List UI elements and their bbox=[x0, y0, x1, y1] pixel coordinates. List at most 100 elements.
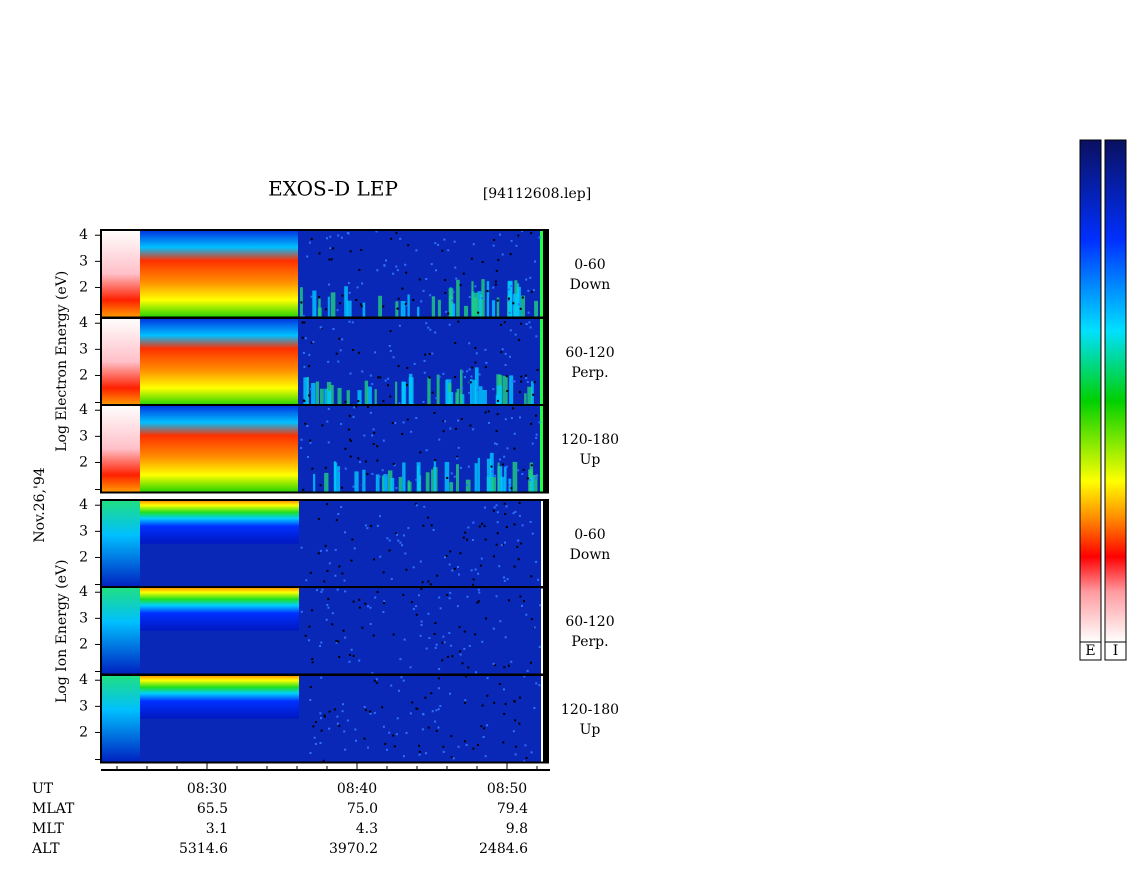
spectrogram-speck bbox=[326, 603, 329, 606]
spectrogram-speck bbox=[521, 296, 524, 299]
spectrogram-speck bbox=[469, 381, 472, 384]
spectrogram-streak bbox=[398, 476, 403, 493]
spectrogram-speck bbox=[373, 431, 376, 434]
spectrogram-speck bbox=[481, 704, 484, 707]
spectrogram-streak bbox=[381, 475, 384, 493]
spectrogram-speck bbox=[476, 744, 479, 747]
spectrogram-speck bbox=[412, 566, 415, 569]
spectrogram-speck bbox=[457, 419, 460, 422]
spectrogram-speck bbox=[459, 284, 462, 287]
spectrogram-speck bbox=[464, 675, 467, 678]
spectrogram-speck bbox=[519, 307, 522, 310]
spectrogram-speck bbox=[529, 661, 532, 664]
spectrogram-speck bbox=[361, 626, 364, 629]
spectrogram-speck bbox=[496, 532, 499, 535]
spectrogram-speck bbox=[324, 466, 327, 469]
spectrogram-speck bbox=[427, 516, 430, 519]
spectrogram-speck bbox=[399, 237, 402, 240]
direction: Up bbox=[580, 722, 601, 738]
spectrogram-speck bbox=[530, 464, 533, 467]
spectrogram-speck bbox=[361, 282, 364, 285]
spectrogram-speck bbox=[395, 231, 398, 234]
spectrogram-speck bbox=[413, 362, 416, 365]
spectrogram-speck bbox=[336, 588, 339, 591]
orbit-value: 9.8 bbox=[506, 821, 528, 837]
spectrogram-streak bbox=[481, 279, 485, 318]
spectrogram-speck bbox=[352, 415, 355, 418]
spectrogram-speck bbox=[418, 750, 421, 753]
spectrogram-speck bbox=[470, 375, 473, 378]
spectrogram-speck bbox=[341, 294, 344, 297]
spectrogram-speck bbox=[495, 269, 498, 272]
spectrogram-speck bbox=[465, 743, 468, 746]
spectrogram-speck bbox=[445, 310, 448, 313]
spectrogram-speck bbox=[525, 613, 528, 616]
spectrogram-speck bbox=[402, 421, 405, 424]
spectrogram-speck bbox=[454, 266, 457, 269]
spectrogram-speck bbox=[519, 542, 522, 545]
spectrogram-speck bbox=[319, 549, 322, 552]
spectrogram-speck bbox=[439, 704, 442, 707]
spectrogram-speck bbox=[435, 709, 438, 712]
spectrogram-speck bbox=[422, 524, 425, 527]
spectrogram-speck bbox=[331, 623, 334, 626]
spectrogram-speck bbox=[534, 414, 537, 417]
spectrogram-speck bbox=[477, 311, 480, 314]
spectrogram-speck bbox=[355, 405, 358, 408]
spectrogram-speck bbox=[494, 474, 497, 477]
spectrogram-speck bbox=[388, 344, 391, 347]
spectrogram-speck bbox=[432, 528, 435, 531]
y-tick-label: 2 bbox=[79, 454, 88, 470]
orbit-value: 4.3 bbox=[356, 821, 378, 837]
spectrogram-speck bbox=[360, 305, 363, 308]
y-tick-label: 4 bbox=[79, 227, 88, 243]
spectrogram-speck bbox=[442, 420, 445, 423]
spectrogram-speck bbox=[461, 662, 464, 665]
spectrogram-speck bbox=[348, 414, 351, 417]
spectrogram-speck bbox=[329, 247, 332, 250]
spectrogram-speck bbox=[434, 622, 437, 625]
spectrogram-speck bbox=[500, 544, 503, 547]
y-tick-label: 4 bbox=[79, 584, 88, 600]
y-tick-label: 3 bbox=[79, 253, 88, 269]
spectrogram-speck bbox=[322, 759, 325, 762]
spectrogram-speck bbox=[508, 355, 511, 358]
spectrogram-speck bbox=[363, 737, 366, 740]
spectrogram-speck bbox=[492, 627, 495, 630]
spectrogram-speck bbox=[447, 249, 450, 252]
orbit-label: UT bbox=[32, 781, 54, 797]
spectrogram-speck bbox=[371, 472, 374, 475]
spectrogram-speck bbox=[448, 632, 451, 635]
spectrogram-speck bbox=[348, 654, 351, 657]
spectrogram-streak bbox=[367, 386, 372, 406]
spectrogram-streak bbox=[532, 474, 538, 493]
spectrogram-speck bbox=[397, 297, 400, 300]
spectrogram-speck bbox=[441, 659, 444, 662]
spectrogram-speck bbox=[386, 537, 389, 540]
spectrogram-speck bbox=[437, 677, 440, 680]
spectrogram-streak bbox=[362, 469, 366, 493]
y-tick-label: 2 bbox=[79, 724, 88, 740]
spectrogram-speck bbox=[527, 311, 530, 314]
spectrogram-speck bbox=[461, 387, 464, 390]
spectrogram-speck bbox=[519, 595, 522, 598]
spectrogram-speck bbox=[451, 569, 454, 572]
spectrogram-speck bbox=[305, 579, 308, 582]
spectrogram-streak bbox=[465, 479, 471, 493]
spectrogram-speck bbox=[348, 660, 351, 663]
spectrogram-speck bbox=[503, 666, 506, 669]
spectrogram-speck bbox=[424, 353, 427, 356]
spectrogram-speck bbox=[438, 438, 441, 441]
spectrogram-speck bbox=[478, 591, 481, 594]
spectrogram-speck bbox=[395, 532, 398, 535]
spectrogram-speck bbox=[459, 653, 462, 656]
spectrogram-speck bbox=[389, 330, 392, 333]
spectrogram-speck bbox=[348, 320, 351, 323]
spectrogram-speck bbox=[479, 564, 482, 567]
spectrogram-speck bbox=[328, 258, 331, 261]
spectrogram-speck bbox=[344, 467, 347, 470]
color-bar-box bbox=[1104, 641, 1127, 661]
spectrogram-speck bbox=[483, 525, 486, 528]
spectrogram-speck bbox=[536, 368, 539, 371]
spectrogram-speck bbox=[382, 611, 385, 614]
